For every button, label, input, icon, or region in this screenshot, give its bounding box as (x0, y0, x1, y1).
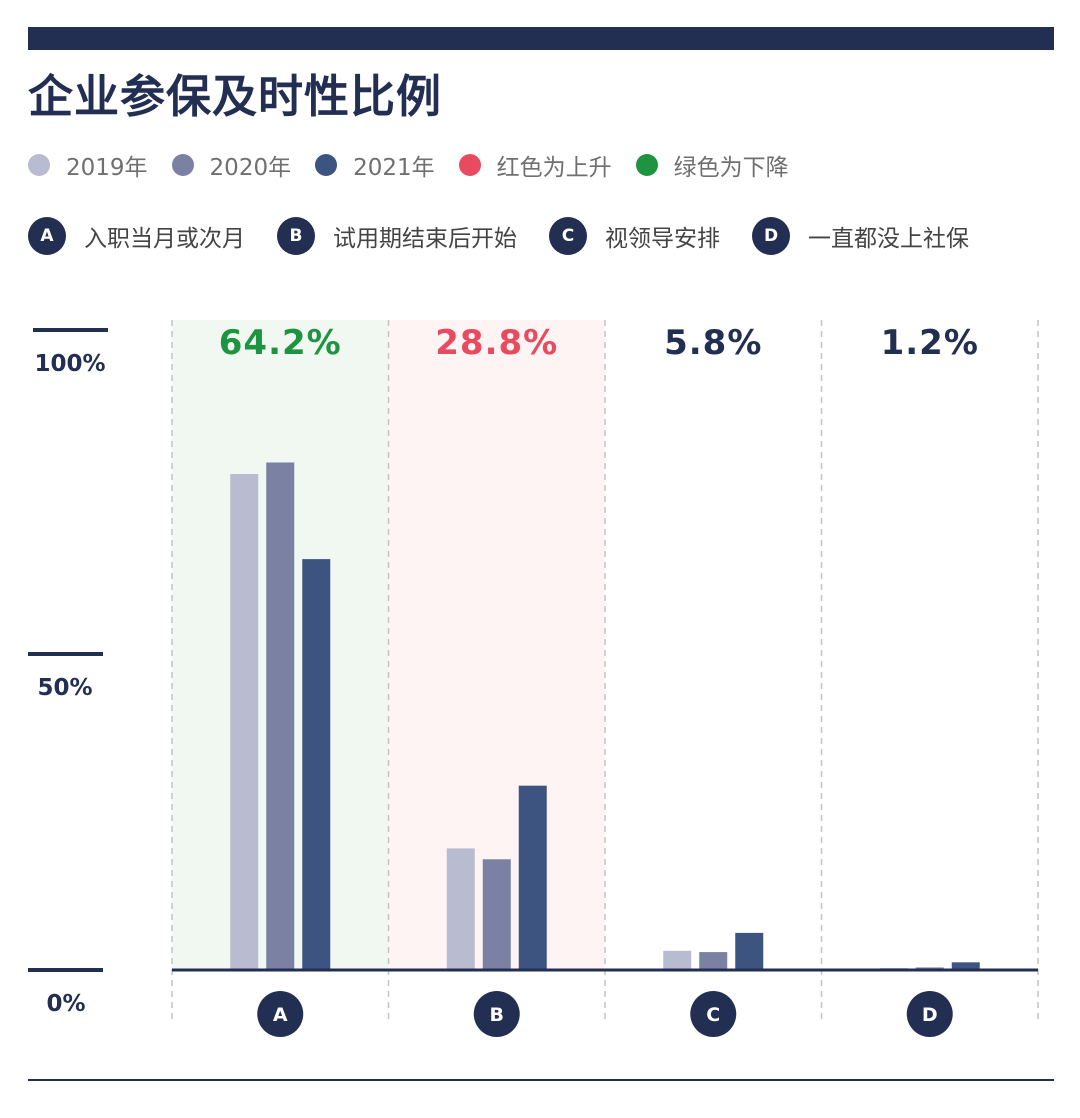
bar-a-2021 (302, 559, 331, 970)
legend-item-2020: 2020年 (171, 148, 292, 182)
key-badge-d: D (752, 217, 790, 255)
category-badge-d (906, 991, 953, 1037)
category-key: A 入职当月或次月 B 试用期结束后开始 C 视领导安排 D 一直都没上社保 (28, 216, 969, 256)
category-badge-a (257, 991, 304, 1037)
legend-label: 红色为上升 (496, 155, 612, 181)
category-badge-b (473, 991, 520, 1037)
category-badge-c (690, 991, 737, 1037)
key-item-a: A 入职当月或次月 (28, 217, 245, 255)
legend-item-2021: 2021年 (315, 148, 435, 182)
bar-c-2021 (735, 932, 764, 970)
legend-label: 2019年 (66, 155, 148, 181)
bar-b-2019 (446, 848, 475, 970)
category-label-a: A (273, 1004, 288, 1026)
legend-label: 2020年 (209, 155, 292, 181)
legend-label: 2021年 (353, 155, 435, 181)
bottom-divider (28, 1079, 1054, 1081)
key-badge-b: B (277, 217, 315, 255)
key-badge-a: A (28, 217, 66, 255)
bar-a-2020 (266, 462, 295, 970)
key-item-b: B 试用期结束后开始 (277, 217, 517, 255)
key-badge-c: C (549, 217, 587, 255)
bar-c-2019 (663, 950, 692, 970)
legend-dot-icon (458, 154, 481, 176)
top-value-label-c: 5.8% (664, 323, 762, 363)
legend-dot-icon (171, 154, 194, 176)
legend: 2019年 2020年 2021年 红色为上升 绿色为下降 (28, 145, 813, 185)
bar-c-2020 (699, 952, 728, 970)
y-tick-label: 50% (37, 675, 92, 701)
key-item-c: C 视领导安排 (549, 217, 720, 255)
key-item-d: D 一直都没上社保 (752, 217, 969, 255)
bar-chart: 100% 50% 0% 64.2% 28.8% 5.8% 1.2% A B C D (28, 320, 1039, 1037)
bar-b-2021 (518, 785, 547, 970)
bar-d-2021 (951, 962, 980, 970)
top-value-label-a: 64.2% (219, 323, 342, 363)
legend-dot-icon (315, 154, 338, 176)
legend-item-rise: 红色为上升 (458, 148, 612, 182)
category-label-d: D (922, 1004, 938, 1026)
category-label-b: B (490, 1004, 504, 1026)
bar-b-2020 (482, 859, 511, 970)
key-label-b: 试用期结束后开始 (333, 226, 517, 252)
y-tick-label: 0% (46, 991, 85, 1017)
key-label-a: 入职当月或次月 (84, 226, 245, 252)
key-label-c: 视领导安排 (605, 226, 720, 252)
top-value-label-d: 1.2% (881, 323, 979, 363)
category-label-c: C (706, 1004, 720, 1026)
header-bar (28, 27, 1054, 50)
chart-title: 企业参保及时性比例 (28, 70, 443, 123)
bar-a-2019 (230, 474, 259, 970)
top-value-label-b: 28.8% (435, 323, 558, 363)
y-tick-label: 100% (34, 351, 105, 377)
legend-dot-icon (635, 154, 658, 176)
key-label-d: 一直都没上社保 (808, 226, 969, 252)
legend-dot-icon (28, 154, 50, 176)
legend-item-2019: 2019年 (28, 148, 148, 182)
legend-item-fall: 绿色为下降 (635, 148, 789, 182)
legend-label: 绿色为下降 (673, 155, 789, 181)
